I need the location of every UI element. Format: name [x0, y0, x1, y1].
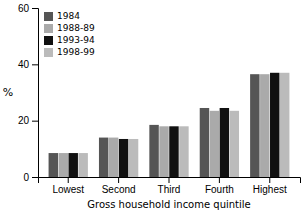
y-tick: 0 — [23, 172, 38, 183]
y-tick-mark — [32, 64, 38, 65]
x-tick-mark — [68, 177, 69, 183]
bar — [280, 73, 289, 177]
legend: 1984 1988-89 1993-94 1998-99 — [44, 11, 95, 57]
bar — [99, 138, 108, 177]
bar — [109, 138, 118, 177]
x-tick-label: Lowest — [52, 184, 84, 195]
y-tick-label: 60 — [18, 3, 30, 14]
legend-swatch — [44, 36, 53, 45]
legend-label: 1993-94 — [57, 35, 95, 45]
x-axis: Lowest Second Third Fourth Highest — [39, 177, 301, 195]
y-tick: 60 — [18, 3, 38, 14]
legend-label: 1984 — [57, 11, 80, 21]
bar — [119, 139, 128, 177]
x-tick-label: Fourth — [205, 184, 234, 195]
series — [68, 73, 279, 177]
bar — [78, 153, 87, 177]
plot: 0 20 40 60 Lowest Second Third Fourth HighestGro… — [3, 3, 301, 210]
y-tick-label: 0 — [23, 172, 29, 183]
bar — [159, 126, 168, 177]
bar — [210, 111, 219, 177]
x-axis-title: Gross household income quintile — [87, 199, 251, 210]
bar — [220, 108, 229, 177]
y-tick-mark — [32, 8, 38, 9]
bar — [149, 125, 158, 177]
bar — [68, 153, 77, 177]
legend-label: 1988-89 — [57, 23, 95, 33]
bar — [49, 153, 58, 177]
bar — [200, 108, 209, 177]
y-tick-mark — [32, 177, 38, 178]
chart: 0 20 40 60 Lowest Second Third Fourth HighestGro… — [0, 0, 308, 213]
series — [59, 74, 270, 177]
x-tick-mark — [219, 177, 220, 183]
y-tick-mark — [32, 121, 38, 122]
bar — [59, 153, 68, 177]
legend-item: 1988-89 — [44, 23, 95, 33]
x-tick: Lowest — [52, 177, 84, 195]
x-tick-label: Second — [102, 184, 136, 195]
x-tick-label: Third — [158, 184, 181, 195]
x-tick: Second — [102, 177, 136, 195]
x-tick: Third — [158, 177, 181, 195]
y-axis-line — [32, 9, 39, 178]
x-tick: Fourth — [205, 177, 234, 195]
legend-item: 1998-99 — [44, 47, 95, 57]
bar — [260, 74, 269, 177]
legend-item: 1984 — [44, 11, 80, 21]
x-tick-mark — [118, 177, 119, 183]
series — [49, 74, 260, 177]
x-tick-mark — [169, 177, 170, 183]
x-tick-label: Highest — [253, 184, 287, 195]
bar — [129, 139, 138, 177]
x-tick-mark — [269, 177, 270, 183]
legend-item: 1993-94 — [44, 35, 95, 45]
y-tick: 20 — [18, 115, 38, 126]
bar — [250, 74, 259, 177]
bar — [230, 111, 239, 177]
legend-swatch — [44, 12, 53, 21]
legend-swatch — [44, 24, 53, 33]
legend-swatch — [44, 48, 53, 57]
x-tick: Highest — [253, 177, 287, 195]
bars — [49, 73, 290, 177]
y-axis: 0 20 40 60 — [18, 3, 39, 183]
legend-label: 1998-99 — [57, 47, 95, 57]
y-axis-title: % — [3, 86, 13, 99]
x-axis-line — [39, 178, 301, 184]
series — [78, 73, 289, 177]
bar — [169, 126, 178, 177]
y-tick: 40 — [18, 59, 38, 70]
bar — [270, 73, 279, 177]
y-tick-label: 20 — [18, 115, 30, 126]
bar — [179, 126, 188, 177]
y-tick-label: 40 — [18, 59, 30, 70]
